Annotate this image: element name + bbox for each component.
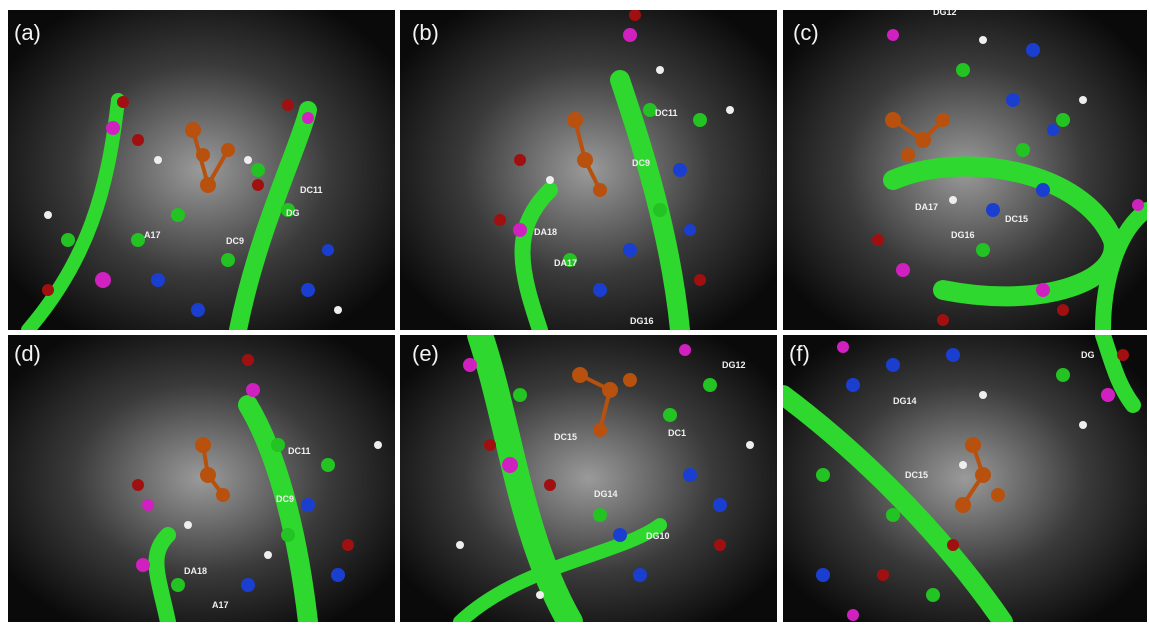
panel-label: (a)	[14, 20, 41, 45]
panel: (f) DG14 DC15 DG	[783, 335, 1147, 622]
residue-label: DG16	[951, 230, 975, 240]
panel: (e) DC15 DC1 DG14 DG10 DG12	[400, 335, 777, 622]
residue-label: DA18	[184, 566, 207, 576]
residue-label: DG14	[893, 396, 917, 406]
panel-label: (f)	[789, 341, 810, 366]
residue-label: DA17	[554, 258, 577, 268]
residue-label: DC15	[905, 470, 928, 480]
residue-label: DG	[286, 208, 300, 218]
page: (a) DC11 DG A17 DC9 (b) DC11 DC9 DA18 DA…	[0, 0, 1149, 625]
residue-label: DC15	[1005, 214, 1028, 224]
residue-label: DC15	[554, 432, 577, 442]
residue-label: DA18	[534, 227, 557, 237]
residue-label: A17	[212, 600, 229, 610]
panel-label: (e)	[412, 341, 439, 366]
panel: (c) DG12 DA17 DC15 DG16	[783, 7, 1147, 330]
residue-label: DC11	[655, 108, 678, 118]
residue-label: DC9	[226, 236, 244, 246]
figure: (a) DC11 DG A17 DC9 (b) DC11 DC9 DA18 DA…	[0, 0, 1149, 625]
panel-label: (c)	[793, 20, 819, 45]
residue-label: DG12	[933, 7, 957, 17]
residue-label: DC11	[300, 185, 323, 195]
residue-label: DC9	[632, 158, 650, 168]
residue-label: DG	[1081, 350, 1095, 360]
panel: (a) DC11 DG A17 DC9	[8, 10, 395, 330]
panel: (b) DC11 DC9 DA18 DA17 DG16	[400, 9, 777, 330]
residue-label: DG10	[646, 531, 670, 541]
panel-label: (d)	[14, 341, 41, 366]
residue-label: DC9	[276, 494, 294, 504]
residue-label: DG14	[594, 489, 618, 499]
residue-label: DC11	[288, 446, 311, 456]
ribbon	[156, 535, 168, 622]
residue-label: DG12	[722, 360, 746, 370]
panel: (d) DC11 DC9 DA18 A17	[8, 335, 395, 622]
residue-label: DG16	[630, 316, 654, 326]
residue-label: DA17	[915, 202, 938, 212]
residue-label: DC1	[668, 428, 686, 438]
residue-label: A17	[144, 230, 161, 240]
panel-label: (b)	[412, 20, 439, 45]
